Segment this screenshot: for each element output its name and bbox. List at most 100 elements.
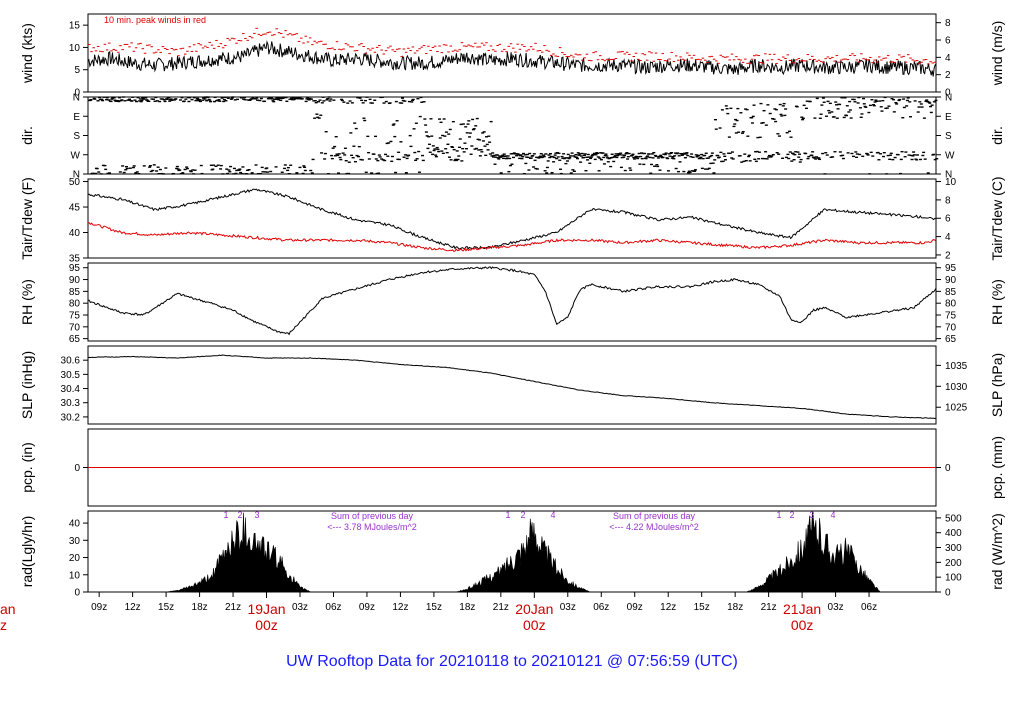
ylabel-left: wind (kts): [19, 23, 35, 84]
xtick-label: 03z: [560, 602, 576, 613]
ylabel-left: dir.: [19, 126, 35, 145]
hour-marker: 1: [505, 510, 510, 520]
ytick-left-label: 10: [69, 570, 81, 581]
xtick-label: 09z: [359, 602, 375, 613]
x-axis-group: 09z 12z 15z 18z 21z 03z 06z 09z 12z 15z 18z 21z 03z 0…: [0, 592, 877, 633]
ytick-right-label: 95: [945, 263, 957, 274]
ytick-left-label: 45: [69, 203, 81, 214]
xtick-label: 15z: [426, 602, 442, 613]
ytick-right-label: 0: [945, 463, 951, 474]
ytick-right-label: 4: [945, 53, 951, 64]
panel-0: wind (kts) wind (m/s) 0 5 10 15 0 2 4 6 8 10 min. p…: [19, 13, 1005, 99]
xtick-label: 15z: [158, 602, 174, 613]
daily-sum-label: Sum of previous day: [331, 511, 414, 521]
ytick-right-label: 8: [945, 18, 951, 29]
ytick-right-label: 1035: [945, 361, 968, 372]
ytick-right-label: 75: [945, 311, 957, 322]
panel-6: rad(Lgly/hr) rad (W/m^2)01020304001002003…: [19, 510, 1005, 599]
ytick-left-label: 30.5: [61, 370, 81, 381]
ytick-left-label: W: [71, 150, 81, 161]
xtick-label: 18z: [727, 602, 743, 613]
xtick-label: 21z: [493, 602, 509, 613]
ytick-left-label: 10: [69, 43, 81, 54]
ytick-right-label: 70: [945, 322, 957, 333]
ytick-right-label: 2: [945, 70, 951, 81]
tair-line: [87, 188, 937, 250]
ylabel-right: dir.: [989, 126, 1005, 145]
wind-speed-line: [87, 40, 937, 77]
day-label-date: 19Jan: [247, 601, 285, 617]
ytick-right-label: W: [945, 150, 955, 161]
ytick-left-label: E: [73, 112, 80, 123]
radiation-area: [456, 518, 591, 593]
ytick-right-label: 65: [945, 334, 957, 345]
ylabel-right: pcp. (mm): [989, 436, 1005, 499]
ytick-left-label: 30.6: [61, 356, 81, 367]
ytick-right-label: 300: [945, 543, 962, 554]
ytick-left-label: 85: [69, 287, 81, 298]
ytick-right-label: 1030: [945, 382, 968, 393]
ytick-right-label: E: [945, 112, 952, 123]
day-label-time: 00z: [255, 617, 278, 633]
wind-annotation: 10 min. peak winds in red: [104, 15, 206, 25]
xtick-label: 12z: [660, 602, 676, 613]
ytick-right-label: N: [945, 93, 952, 104]
ytick-left-label: 5: [74, 65, 80, 76]
ytick-left-label: 0: [74, 588, 80, 599]
rh-line: [87, 266, 937, 336]
xtick-label: 06z: [593, 602, 609, 613]
panel-4: SLP (inHg) SLP (hPa) 30.2 30.3 30.4 30.5 30.6 1…: [19, 345, 1005, 425]
ytick-left-label: 80: [69, 299, 81, 310]
ytick-left-label: 20: [69, 553, 81, 564]
ytick-left-label: 40: [69, 228, 81, 239]
ytick-right-label: 100: [945, 573, 962, 584]
ytick-left-label: 40: [69, 519, 81, 530]
ylabel-right: SLP (hPa): [989, 353, 1005, 417]
day-label-date: 20Jan: [515, 601, 553, 617]
ytick-left-label: 30: [69, 536, 81, 547]
ytick-right-label: 6: [945, 214, 951, 225]
ytick-right-label: 0: [945, 88, 951, 99]
ytick-left-label: 30.4: [61, 384, 81, 395]
ylabel-right: rad (W/m^2): [989, 513, 1005, 590]
xtick-label: 03z: [828, 602, 844, 613]
daily-sum-value: <--- 4.22 MJoules/m^2: [609, 522, 699, 532]
xtick-label: 06z: [325, 602, 341, 613]
slp-line: [87, 354, 937, 420]
ytick-left-label: 50: [69, 177, 81, 188]
ytick-left-label: 70: [69, 322, 81, 333]
day-label-time-cut: z: [0, 617, 7, 633]
panel-frame: [87, 178, 937, 259]
xtick-label: 15z: [694, 602, 710, 613]
ytick-right-label: 0: [945, 588, 951, 599]
day-label-date: 21Jan: [783, 601, 821, 617]
ytick-right-label: 8: [945, 195, 951, 206]
hour-marker: 3: [809, 510, 814, 520]
ytick-right-label: 500: [945, 513, 962, 524]
xtick-label: 18z: [459, 602, 475, 613]
daily-sum-label: Sum of previous day: [613, 511, 696, 521]
hour-marker: 1: [776, 510, 781, 520]
ytick-right-label: 200: [945, 558, 962, 569]
hour-marker: 4: [830, 510, 835, 520]
xtick-label: 12z: [125, 602, 141, 613]
ytick-left-label: 65: [69, 334, 81, 345]
ytick-left-label: 95: [69, 263, 81, 274]
ytick-right-label: N: [945, 170, 952, 181]
ytick-right-label: 10: [945, 177, 957, 188]
ytick-left-label: S: [73, 131, 80, 142]
xtick-label: 21z: [225, 602, 241, 613]
ytick-left-label: N: [73, 170, 80, 181]
hour-marker: 3: [254, 510, 259, 520]
ylabel-right: RH (%): [989, 279, 1005, 325]
ytick-right-label: 85: [945, 287, 957, 298]
tdew-line: [87, 221, 937, 252]
panel-frame: [87, 96, 937, 175]
ytick-left-label: 35: [69, 254, 81, 265]
hour-marker: 2: [789, 510, 794, 520]
ylabel-right: wind (m/s): [989, 21, 1005, 87]
xtick-label: 09z: [627, 602, 643, 613]
